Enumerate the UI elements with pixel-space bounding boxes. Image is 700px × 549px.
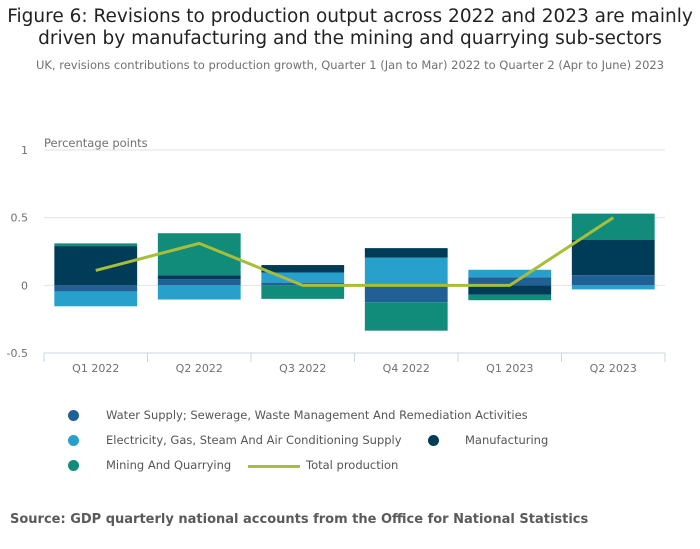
bar-electricity-q1-2023: [468, 269, 552, 278]
chart-subtitle: UK, revisions contributions to productio…: [35, 58, 665, 72]
y-tick-label: -0.5: [7, 347, 28, 360]
legend-item-manufacturing[interactable]: Manufacturing: [465, 433, 549, 447]
legend-dot-water-icon: [68, 410, 79, 421]
x-tick-label: Q2 2022: [176, 362, 223, 375]
bar-manufacturing-q1-2022: [54, 246, 138, 286]
y-axis-label: Percentage points: [44, 136, 148, 150]
legend-item-mining[interactable]: Mining And Quarrying: [106, 458, 232, 472]
bar-electricity-q4-2022: [364, 257, 448, 286]
bar-manufacturing-q3-2022: [261, 265, 345, 273]
x-tick-label: Q1 2023: [486, 362, 533, 375]
bar-water-q4-2022: [364, 285, 448, 303]
y-tick-label: 1: [21, 144, 28, 157]
bar-mining-q3-2022: [261, 285, 345, 299]
bar-manufacturing-q4-2022: [364, 248, 448, 258]
legend-line-total-icon: [248, 465, 300, 468]
bar-manufacturing-q1-2023: [468, 285, 552, 295]
y-tick-label: 0: [21, 279, 28, 292]
legend-dot-mining-icon: [68, 460, 79, 471]
bar-water-q2-2022: [157, 279, 241, 286]
y-tick-label: 0.5: [11, 212, 29, 225]
bar-electricity-q2-2023: [571, 285, 655, 290]
source-note: Source: GDP quarterly national accounts …: [10, 512, 589, 527]
total-line-group: [95, 216, 615, 287]
bar-manufacturing-q2-2022: [157, 275, 241, 280]
bar-water-q1-2022: [54, 285, 138, 292]
bar-electricity-q1-2022: [54, 291, 138, 307]
x-axis: Q1 2022 Q2 2022 Q3 2022 Q4 2022 Q1 2023 Q2 20…: [43, 352, 666, 375]
x-tick-label: Q2 2023: [590, 362, 637, 375]
bars: [54, 213, 655, 331]
legend-item-electricity[interactable]: Electricity, Gas, Steam And Air Conditio…: [106, 433, 402, 447]
chart-svg: 1 0.5 0 -0.5 Percentage points Q1 2022 Q2 20…: [7, 136, 666, 375]
x-tick-label: Q1 2022: [72, 362, 119, 375]
legend-dot-electricity-icon: [68, 435, 79, 446]
bar-manufacturing-q2-2023: [571, 239, 655, 276]
bar-electricity-q3-2022: [261, 272, 345, 283]
bar-mining-q1-2022: [54, 243, 138, 247]
legend-item-total-production[interactable]: Total production: [306, 458, 399, 472]
x-tick-label: Q3 2022: [279, 362, 326, 375]
bar-water-q2-2023: [571, 275, 655, 286]
chart-title: Figure 6: Revisions to production output…: [7, 6, 693, 49]
legend-item-water[interactable]: Water Supply; Sewerage, Waste Management…: [106, 408, 528, 422]
y-axis: 1 0.5 0 -0.5: [7, 144, 28, 360]
bar-mining-q1-2023: [468, 294, 552, 301]
bar-mining-q4-2022: [364, 302, 448, 331]
bar-water-q1-2023: [468, 277, 552, 286]
x-tick-label: Q4 2022: [383, 362, 430, 375]
bar-electricity-q2-2022: [157, 285, 241, 300]
legend-dot-manufacturing-icon: [428, 435, 439, 446]
total-production-line: [95, 216, 615, 287]
